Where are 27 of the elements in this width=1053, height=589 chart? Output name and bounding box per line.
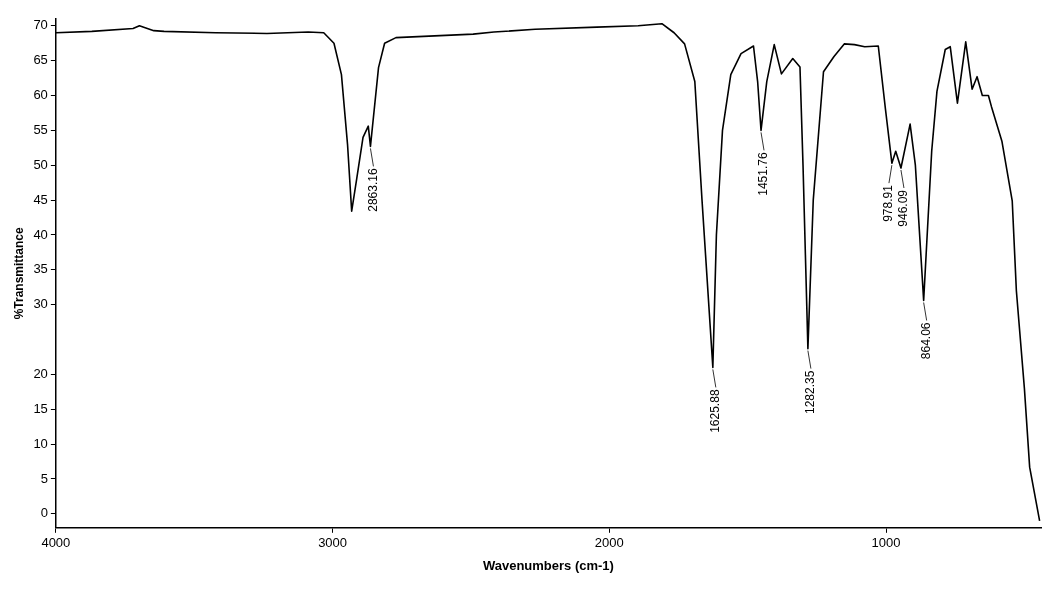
y-tick-label: 15 [33,400,48,416]
y-tick-label: 50 [33,156,48,172]
annotation: 2863.16 [365,168,380,212]
x-axis-title: Wavenumbers (cm-1) [482,557,614,573]
y-tick-label: 55 [33,121,48,137]
y-tick-label: 30 [33,296,48,312]
annotation: 1451.76 [756,152,771,196]
y-tick-label: 60 [33,87,48,103]
annotation: 946.09 [896,189,911,227]
y-tick-label: 35 [33,261,48,277]
y-tick-label: 45 [33,191,48,207]
y-tick-label: 40 [33,226,48,242]
y-tick-label: 0 [40,505,48,521]
x-tick-label: 1000 [871,535,901,551]
y-tick-label: 5 [40,470,48,486]
annotation: 864.06 [918,322,933,360]
annotation: 1282.35 [803,370,818,414]
y-tick-label: 65 [33,52,48,68]
annotation: 978.91 [881,184,896,222]
y-tick-label: 70 [33,17,48,33]
y-axis-title: %Transmittance [11,226,26,320]
x-tick-label: 4000 [41,535,71,551]
x-tick-label: 2000 [594,535,624,551]
y-tick-label: 10 [33,435,48,451]
x-tick-label: 3000 [318,535,348,551]
y-tick-label: 20 [33,365,48,381]
annotation: 1625.88 [708,389,723,433]
